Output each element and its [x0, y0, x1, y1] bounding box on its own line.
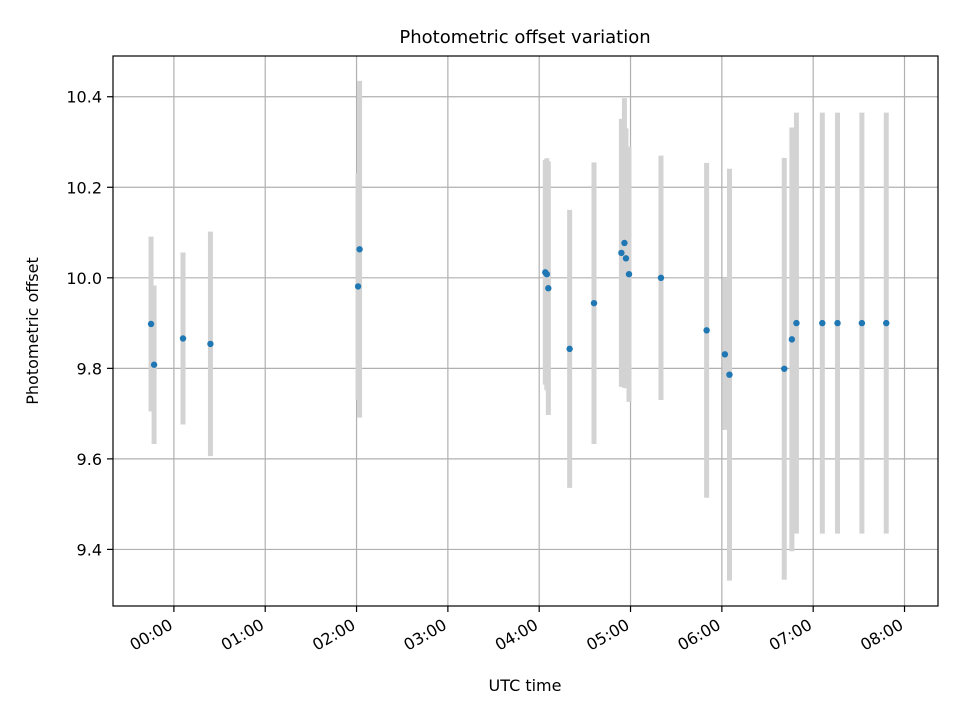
- data-point: [858, 319, 866, 327]
- x-tick-label: 00:00: [126, 615, 175, 655]
- data-point: [207, 340, 214, 348]
- data-point: [819, 319, 826, 327]
- data-point: [883, 319, 890, 327]
- chart-title: Photometric offset variation: [399, 27, 650, 48]
- y-tick-label: 9.4: [77, 540, 102, 559]
- data-point: [150, 361, 158, 368]
- y-tick-label: 10.2: [66, 178, 102, 197]
- data-point: [834, 319, 841, 327]
- data-point: [788, 336, 796, 343]
- data-point: [566, 345, 573, 353]
- error-bars: [148, 80, 889, 581]
- data-point: [721, 351, 729, 358]
- data-point: [354, 283, 362, 290]
- data-point: [543, 270, 551, 278]
- data-point: [621, 239, 628, 247]
- x-tick-label: 05:00: [583, 615, 632, 655]
- x-tick-label: 08:00: [857, 615, 906, 655]
- data-point: [622, 255, 630, 262]
- data-point: [618, 249, 625, 257]
- data-point: [781, 365, 788, 372]
- data-point: [179, 335, 187, 342]
- x-tick-label: 04:00: [492, 615, 541, 655]
- data-point: [726, 371, 733, 378]
- x-tick-label: 06:00: [674, 615, 723, 655]
- data-point: [793, 319, 800, 327]
- x-tick-label: 03:00: [400, 615, 449, 655]
- y-axis-label: Photometric offset: [23, 257, 42, 405]
- data-point: [147, 320, 155, 328]
- y-tick-label: 9.6: [77, 450, 102, 469]
- y-axis-ticks: 9.4 9.6 9.8 10.0 10.2 10.4: [66, 88, 113, 559]
- x-tick-label: 02:00: [309, 615, 358, 655]
- x-tick-label: 01:00: [218, 615, 267, 655]
- data-point: [703, 327, 710, 334]
- x-tick-label: 07:00: [766, 615, 815, 655]
- data-point: [545, 285, 552, 292]
- data-point: [625, 270, 633, 278]
- x-axis-label: UTC time: [489, 676, 562, 695]
- plot-frame: [112, 55, 939, 607]
- y-tick-label: 9.8: [77, 359, 102, 378]
- data-point: [590, 299, 598, 307]
- y-tick-label: 10.0: [66, 269, 102, 288]
- grid: [113, 56, 938, 606]
- data-point: [356, 246, 363, 253]
- x-axis-ticks: 00:00 01:00 02:00 03:00 04:00 05:00 06:00 07:00…: [126, 606, 907, 655]
- y-tick-label: 10.4: [66, 88, 102, 107]
- data-points: [147, 239, 890, 378]
- data-point: [657, 274, 665, 282]
